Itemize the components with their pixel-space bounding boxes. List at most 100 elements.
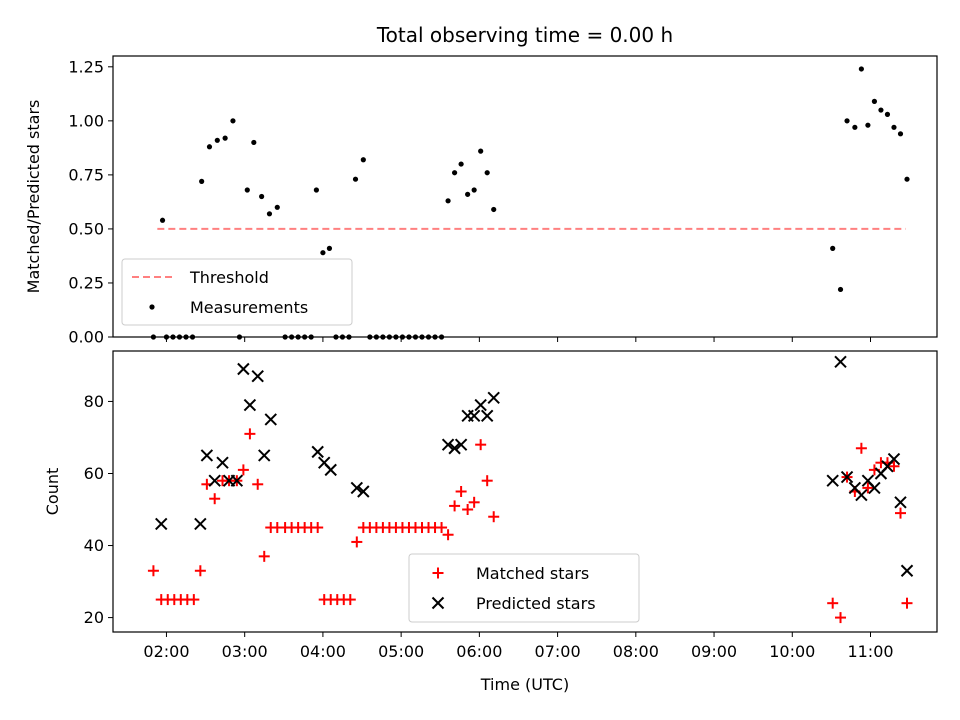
matched-stars-point (252, 478, 264, 490)
measurement-point (897, 131, 904, 137)
predicted-stars-point (350, 481, 364, 495)
matched-stars-point (344, 594, 356, 606)
predicted-stars-point (357, 485, 370, 498)
measurement-point (244, 187, 250, 193)
matched-stars-point (481, 475, 493, 487)
matched-stars-point (888, 460, 900, 472)
x-tick-label: 06:00 (456, 642, 502, 661)
matched-stars-point (488, 511, 500, 523)
measurement-point (904, 176, 910, 182)
measurement-point (206, 144, 213, 150)
measurement-point (352, 176, 359, 182)
predicted-stars-point (454, 438, 468, 451)
x-tick-label: 02:00 (143, 642, 189, 661)
predicted-stars-point (894, 496, 907, 509)
matched-stars-point (442, 529, 454, 541)
legend-measurements-label: Measurements (190, 298, 308, 317)
measurement-point (491, 206, 497, 213)
measurement-point (320, 250, 326, 256)
predicted-stars-point (487, 391, 500, 405)
measurement-point (266, 211, 273, 217)
predicted-stars-point (251, 370, 264, 383)
ratio-y-tick-label: 0.00 (68, 328, 104, 347)
predicted-stars-point (480, 409, 494, 423)
matched-stars-point (209, 493, 221, 505)
count-y-tick-label: 60 (84, 464, 104, 483)
predicted-stars-point (155, 517, 168, 531)
measurement-point (837, 286, 844, 293)
ratio-panel: 0.00 0.25 0.50 0.75 1.00 1.25 Matched/Predicte… (24, 55, 938, 347)
measurement-point (858, 66, 864, 72)
x-tick-label: 09:00 (691, 642, 737, 661)
predicted-stars-point (887, 452, 901, 466)
measurement-point (484, 170, 490, 176)
matched-stars-point (351, 536, 363, 548)
ratio-y-tick-label: 0.75 (68, 165, 104, 184)
matched-stars-point (258, 550, 270, 562)
count-y-axis-label: Count (43, 468, 62, 516)
measurement-point (326, 245, 333, 251)
matched-stars-point (475, 439, 487, 451)
legend-box (121, 258, 353, 326)
predicted-stars-point (264, 413, 277, 426)
measurement-point (465, 191, 471, 197)
matched-stars-point (468, 496, 480, 508)
predicted-stars-point (324, 463, 337, 477)
measurement-point (214, 137, 220, 143)
ratio-y-axis-label: Matched/Predicted stars (24, 100, 43, 294)
matched-stars-point (194, 565, 206, 577)
predicted-stars-point (243, 398, 257, 412)
ratio-y-tick-label: 1.25 (68, 57, 104, 76)
predicted-stars-point (855, 488, 868, 502)
ratio-y-tick-label: 1.00 (68, 111, 104, 130)
measurement-point (251, 139, 257, 146)
matched-stars-point (894, 507, 906, 519)
x-tick-label: 11:00 (847, 642, 893, 661)
matched-stars-point (449, 500, 461, 512)
measurement-point (222, 135, 228, 141)
measurement-point (878, 107, 884, 113)
x-tick-label: 10:00 (769, 642, 815, 661)
legend-measurements-swatch (149, 304, 155, 310)
ratio-y-tick-label: 0.25 (68, 273, 104, 292)
measurement-point (199, 178, 205, 184)
count-y-tick-label: 20 (84, 608, 104, 627)
measurement-point (844, 118, 850, 124)
matched-stars-point (855, 442, 867, 454)
legend-box (408, 553, 640, 623)
matched-stars-point (244, 428, 256, 440)
predicted-stars-point (834, 355, 847, 369)
ratio-legend: Threshold Measurements (121, 258, 353, 326)
matched-stars-point (862, 482, 874, 494)
measurement-point (884, 111, 891, 117)
x-tick-label: 08:00 (613, 642, 659, 661)
x-tick-label: 04:00 (300, 642, 346, 661)
matched-stars-point (312, 522, 324, 534)
predicted-stars-point (311, 445, 324, 459)
measurement-point (830, 245, 836, 251)
x-axis-label: Time (UTC) (480, 675, 569, 694)
matched-stars-point (455, 486, 467, 497)
measurement-point (891, 124, 897, 130)
predicted-stars-point (868, 481, 881, 495)
count-axes-frame (112, 350, 938, 633)
chart-title: Total observing time = 0.00 h (376, 23, 673, 47)
measurement-point (159, 217, 166, 223)
predicted-stars-point (230, 474, 244, 487)
x-tick-label: 05:00 (378, 642, 424, 661)
predicted-stars-point (441, 438, 455, 451)
matched-stars-point (835, 612, 847, 624)
predicted-stars-point (467, 409, 481, 423)
predicted-stars-point (208, 474, 221, 487)
predicted-stars-point (826, 474, 839, 487)
measurement-point (852, 124, 858, 130)
matched-stars-point (436, 522, 448, 534)
measurement-point (478, 148, 484, 154)
legend-threshold-label: Threshold (189, 268, 269, 287)
x-tick-label: 03:00 (222, 642, 268, 661)
measurement-point (871, 98, 878, 104)
measurement-point (451, 170, 458, 176)
matched-stars-point (237, 464, 249, 476)
matched-stars-point (147, 565, 159, 577)
